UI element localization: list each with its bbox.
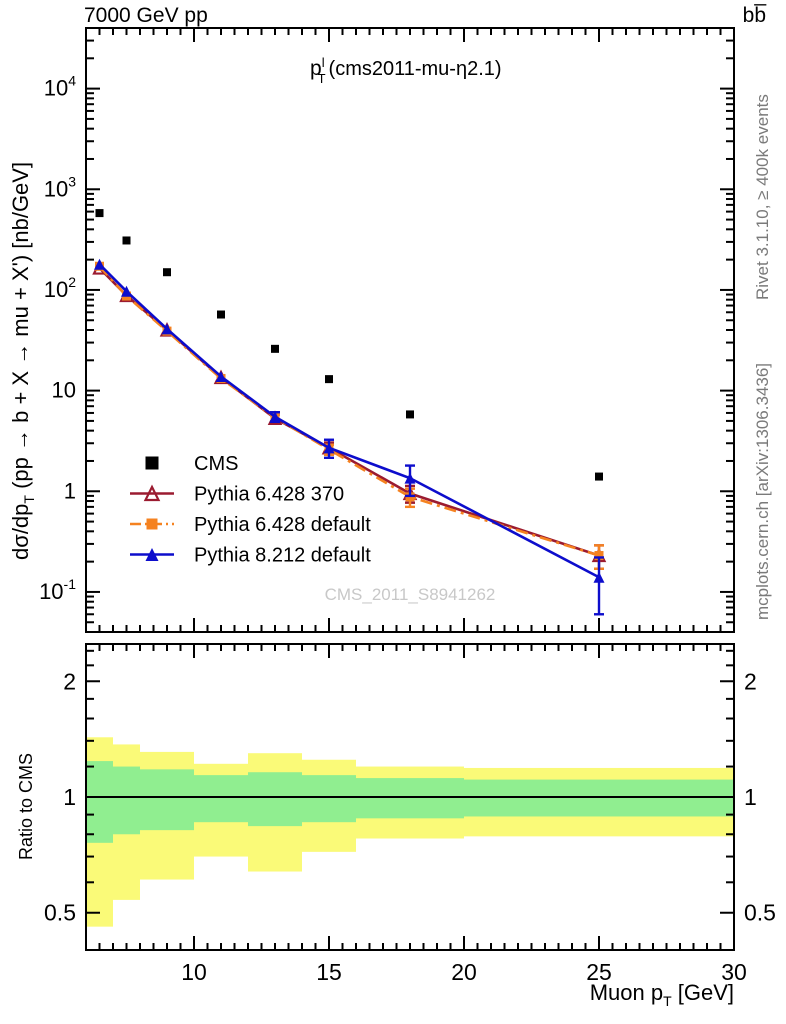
side-label-rivet: Rivet 3.1.10, ≥ 400k events <box>753 94 772 300</box>
ratio-inner-band <box>248 772 302 827</box>
ratio-uncertainty-bands <box>86 737 734 927</box>
marker-square <box>145 456 159 470</box>
marker-triangle <box>215 371 227 383</box>
legend-label: Pythia 6.428 370 <box>194 484 344 506</box>
marker-triangle <box>593 571 605 583</box>
legend-item[interactable]: Pythia 6.428 default <box>130 514 371 536</box>
x-axis-label: Muon pT [GeV] <box>590 980 734 1009</box>
marker-square <box>595 472 603 481</box>
marker-square <box>122 236 131 245</box>
marker-triangle <box>121 285 132 297</box>
ratio-y-tick-label: 0.5 <box>744 900 776 926</box>
ratio-y-tick-label: 0.5 <box>44 900 76 926</box>
legend-label: Pythia 6.428 default <box>194 514 371 536</box>
marker-square <box>146 518 158 530</box>
ratio-plot-panel: 2 2 1 1 0.5 0.5 <box>44 643 776 951</box>
series-cms <box>95 209 603 481</box>
ratio-inner-band <box>113 766 140 835</box>
legend-label: Pythia 8.212 default <box>194 545 371 567</box>
main-y-tick-label: 103 <box>44 173 76 201</box>
ratio-inner-band <box>464 779 734 817</box>
main-y-tick-label: 104 <box>44 73 76 101</box>
main-y-tick-label: 10-1 <box>39 576 76 604</box>
ratio-inner-band <box>194 775 248 823</box>
marker-triangle <box>145 548 159 561</box>
series-pythia-8-212-default <box>94 258 605 616</box>
side-label-mcplots: mcplots.cern.ch [arXiv:1306.3436] <box>753 363 772 620</box>
marker-triangle <box>161 323 173 335</box>
main-y-tick-label: 10 <box>52 378 76 403</box>
marker-triangle <box>269 411 281 423</box>
x-tick-label: 15 <box>316 959 342 985</box>
main-y-tick-label: 102 <box>44 274 76 302</box>
x-tick-label: 10 <box>181 959 207 985</box>
ratio-y-tick-label: 1 <box>63 784 76 810</box>
analysis-watermark: CMS_2011_S8941262 <box>325 585 496 604</box>
marker-square <box>594 551 604 561</box>
marker-square <box>95 209 104 218</box>
ratio-y-tick-labels: 2 2 1 1 0.5 0.5 <box>44 668 776 925</box>
legend-item[interactable]: Pythia 6.428 370 <box>130 484 344 506</box>
ratio-inner-band <box>140 769 194 831</box>
marker-triangle <box>404 472 416 484</box>
marker-triangle-open <box>143 484 161 502</box>
ratio-inner-band <box>302 775 356 823</box>
marker-square <box>325 375 333 384</box>
main-plot-title: pl T (cms2011-mu-η2.1) <box>310 55 502 86</box>
ratio-plot-ticks <box>85 644 735 951</box>
x-tick-label: 20 <box>451 959 477 985</box>
ratio-y-tick-label: 1 <box>744 784 757 810</box>
marker-square <box>271 344 279 353</box>
legend-item[interactable]: Pythia 8.212 default <box>130 545 371 567</box>
legend-item[interactable]: CMS <box>145 453 239 475</box>
x-tick-label: 25 <box>586 959 612 985</box>
marker-triangle <box>323 442 335 454</box>
x-axis-tick-labels: 10 15 20 25 30 <box>181 959 747 985</box>
plot-legend: CMS Pythia 6.428 370 Pythia 6.428 default P… <box>130 453 371 567</box>
ratio-inner-band <box>86 761 113 843</box>
header-process-label: bb̅ <box>743 4 768 27</box>
ratio-y-tick-label: 2 <box>744 668 757 694</box>
marker-square <box>217 310 225 319</box>
main-plot-ticks <box>85 27 735 633</box>
main-y-tick-label: 1 <box>64 478 76 503</box>
legend-label: CMS <box>194 453 238 475</box>
ratio-y-axis-label: Ratio to CMS <box>16 753 36 860</box>
x-tick-label: 30 <box>721 959 747 985</box>
marker-square <box>406 410 414 419</box>
series-line <box>98 263 600 579</box>
main-y-axis-label: dσ/dpT (pp → b + X → mu + X') [nb/GeV] <box>8 162 37 560</box>
ratio-inner-band <box>356 778 464 819</box>
marker-square <box>163 268 171 277</box>
header-beam-label: 7000 GeV pp <box>84 4 208 27</box>
marker-triangle <box>94 258 105 270</box>
ratio-y-tick-label: 2 <box>63 668 76 694</box>
main-data-series <box>92 209 607 616</box>
